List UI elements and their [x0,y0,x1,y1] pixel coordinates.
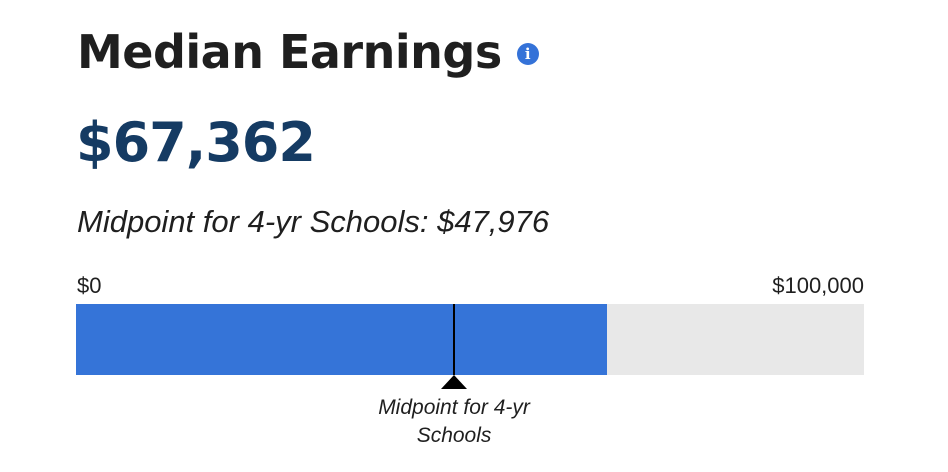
midpoint-marker-line [453,304,456,375]
midpoint-text: Midpoint for 4-yr Schools: $47,976 [77,204,550,239]
midpoint-marker-label: Midpoint for 4-yr Schools [378,396,530,447]
median-earnings-value: $67,362 [76,111,316,174]
axis-min-label: $0 [77,273,102,298]
page-title: Median Earnings [77,25,502,79]
midpoint-marker-triangle [441,375,468,389]
earnings-bar-fill [76,304,607,375]
axis-max-label: $100,000 [772,273,864,298]
info-icon[interactable]: i [516,43,539,65]
header: Median Earnings i [77,22,539,82]
earnings-bar-track [76,304,864,375]
